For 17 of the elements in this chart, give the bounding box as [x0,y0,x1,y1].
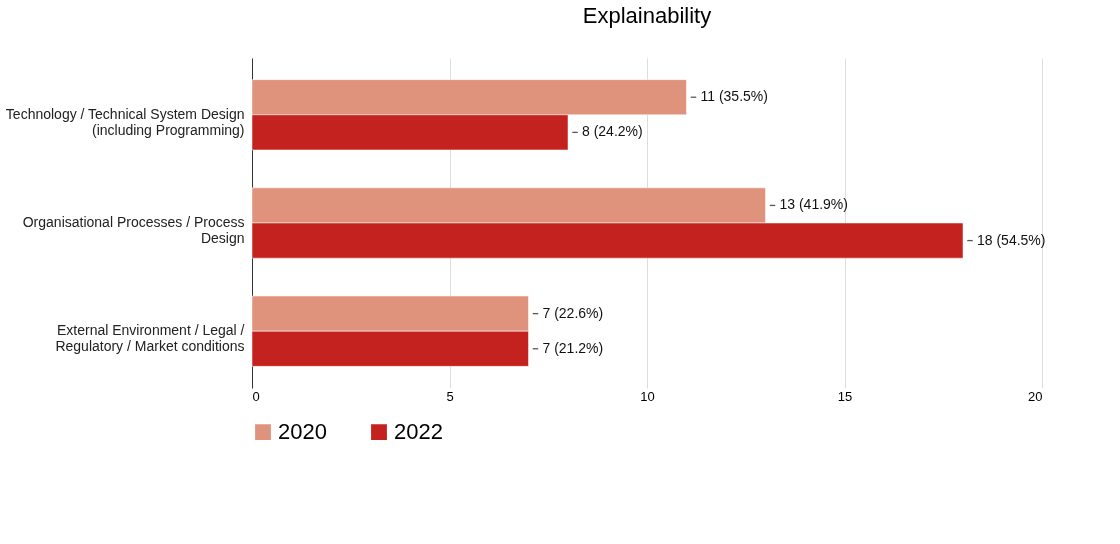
x-tick-label: 0 [252,388,260,404]
data-label: 11 (35.5%) [700,88,768,105]
x-tick-label: 10 [640,388,655,404]
x-tick-label: 20 [1028,388,1043,404]
data-label: 7 (22.6%) [542,304,604,321]
y-tick-label: Technology / Technical System Design (including Programming) [5,105,245,138]
x-tick-label: 15 [837,388,853,404]
data-label: 13 (41.9%) [779,196,848,213]
data-label: 18 (54.5%) [977,231,1046,248]
data-label: 8 (24.2%) [582,123,643,140]
data-label: 7 (21.2%) [542,339,604,356]
chart-title: Explainability [582,3,712,28]
legend-label: 2020 [278,419,327,445]
y-tick-label: External Environment / Legal / Regulatory / Market conditions [55,322,245,355]
legend-label: 2022 [394,419,443,445]
x-tick-label: 5 [446,388,454,404]
y-tick-label: Organisational Processes / Process Design [22,214,245,246]
